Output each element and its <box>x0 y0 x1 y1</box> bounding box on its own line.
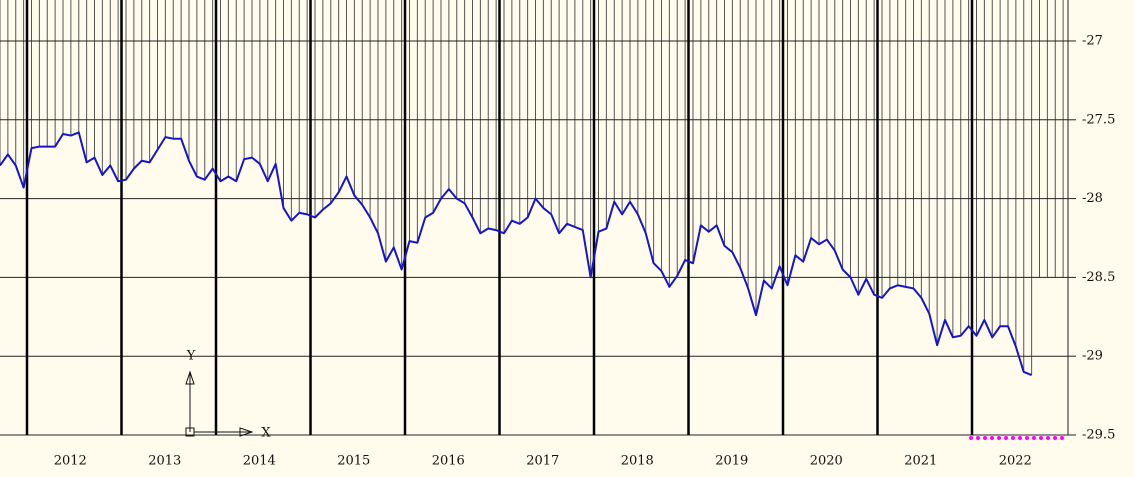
y-tick-label: -28.5 <box>1082 270 1115 285</box>
snap-dot <box>990 436 994 440</box>
data-line <box>0 131 1033 377</box>
snap-dot <box>1053 436 1057 440</box>
x-tick-label: 2015 <box>337 454 370 469</box>
snap-dot <box>1011 436 1015 440</box>
y-tick-label: -29.5 <box>1082 428 1115 443</box>
x-tick-label: 2021 <box>904 454 937 469</box>
x-tick-label: 2012 <box>54 454 87 469</box>
snap-dot <box>1046 436 1050 440</box>
snap-dot <box>1018 436 1022 440</box>
x-tick-label: 2018 <box>621 454 654 469</box>
snap-dot <box>1004 436 1008 440</box>
y-tick-label: -28 <box>1082 191 1103 206</box>
ucs-y-label: Y <box>186 349 196 364</box>
x-tick-label: 2016 <box>432 454 465 469</box>
x-tick-label: 2019 <box>715 454 748 469</box>
snap-dot <box>1025 436 1029 440</box>
snap-dot <box>983 436 987 440</box>
plot <box>0 0 1068 436</box>
ucs-x-label: X <box>261 426 271 441</box>
snap-dot <box>969 436 973 440</box>
snap-dot <box>976 436 980 440</box>
snap-dot <box>997 436 1001 440</box>
x-tick-label: 2014 <box>243 454 276 469</box>
snap-markers <box>969 436 1064 440</box>
y-tick-label: -27 <box>1082 33 1103 48</box>
snap-dot <box>1039 436 1043 440</box>
x-tick-label: 2022 <box>999 454 1032 469</box>
snap-dot <box>1060 436 1064 440</box>
y-tick-label: -27.5 <box>1082 112 1115 127</box>
y-tick-label: -29 <box>1082 349 1103 364</box>
ucs-icon <box>185 370 254 437</box>
x-tick-label: 2013 <box>148 454 181 469</box>
x-tick-label: 2017 <box>526 454 559 469</box>
snap-dot <box>1032 436 1036 440</box>
x-tick-label: 2020 <box>810 454 843 469</box>
